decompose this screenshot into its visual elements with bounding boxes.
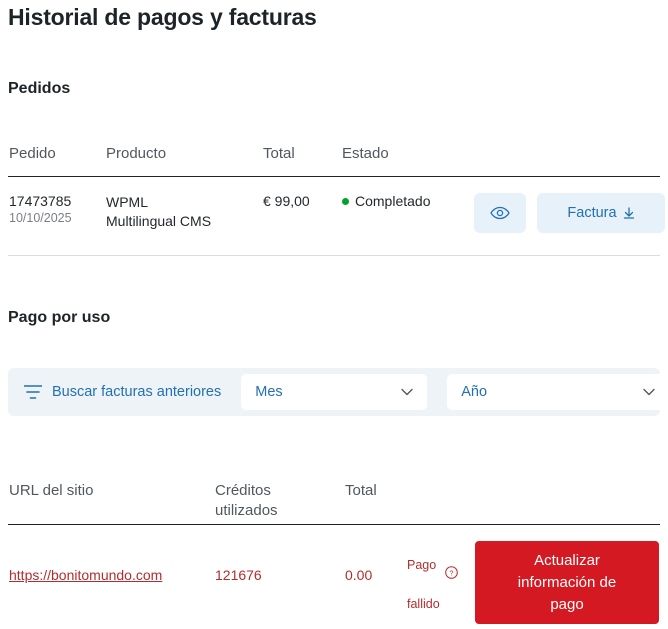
svg-text:?: ? [450,570,454,577]
